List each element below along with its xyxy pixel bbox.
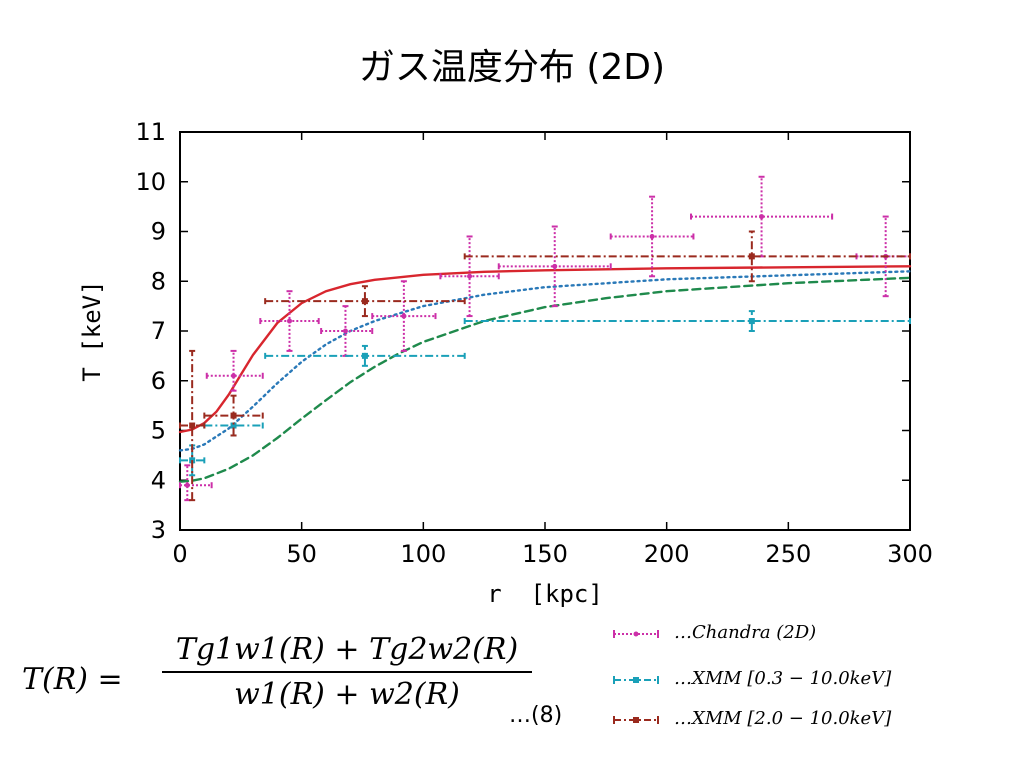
legend-swatch-xmm-soft	[613, 676, 659, 684]
data-point-series-1	[179, 464, 213, 502]
y-tick-label: 8	[151, 267, 166, 295]
plot-frame	[179, 131, 911, 531]
data-marker	[401, 313, 407, 319]
x-tick-label: 300	[887, 540, 933, 568]
y-tick-label: 9	[151, 218, 166, 246]
data-marker	[361, 298, 368, 305]
legend-item-xmm-soft: …XMM [0.3 − 10.0keV]	[612, 668, 972, 696]
legend-item-chandra: …Chandra (2D)	[612, 622, 972, 650]
data-marker	[184, 482, 190, 488]
data-marker	[230, 422, 237, 429]
data-point-series-1	[690, 175, 834, 258]
y-tick-label: 6	[151, 367, 166, 395]
data-marker	[230, 412, 237, 419]
x-tick-label: 50	[286, 540, 317, 568]
legend-swatch-chandra	[613, 630, 659, 638]
y-tick-label: 4	[151, 466, 166, 494]
data-marker	[467, 273, 473, 279]
y-tick-label: 3	[151, 516, 166, 544]
x-axis-title: r [kpc]	[487, 580, 603, 608]
data-marker	[552, 263, 558, 269]
x-tick-label: 200	[644, 540, 690, 568]
data-point-series-1	[609, 195, 695, 278]
formula-numerator: Tg1w1(R) + Tg2w2(R)	[162, 632, 532, 673]
data-marker	[231, 373, 237, 379]
legend-swatch-xmm-hard	[613, 716, 659, 724]
x-tick-label: 250	[765, 540, 811, 568]
data-marker	[361, 352, 368, 359]
y-tick-label: 5	[151, 417, 166, 445]
data-marker	[287, 318, 292, 324]
data-point-series-3	[203, 394, 264, 437]
data-point-series-3	[463, 230, 911, 283]
model-curve-2	[178, 270, 912, 452]
data-point-series-2	[463, 310, 911, 332]
x-tick-label: 150	[522, 540, 568, 568]
data-marker	[342, 328, 348, 334]
data-point-series-3	[179, 349, 206, 502]
data-point-series-2	[264, 344, 466, 367]
data-marker	[748, 318, 755, 325]
data-point-series-1	[371, 280, 437, 352]
data-marker	[649, 233, 655, 239]
y-tick-label: 11	[135, 118, 166, 146]
legend-label-xmm-soft: …XMM [0.3 − 10.0keV]	[674, 668, 892, 689]
model-curves	[178, 265, 912, 483]
y-axis-title: T [keV]	[78, 280, 106, 381]
legend-item-xmm-hard: …XMM [2.0 − 10.0keV]	[612, 708, 972, 736]
data-point-series-3	[264, 285, 466, 318]
formula-lhs: T(R) =	[22, 662, 123, 697]
equation-number: …(8)	[509, 703, 563, 728]
y-tick-label: 10	[135, 168, 166, 196]
model-curve-1	[178, 265, 912, 434]
data-point-series-1	[259, 290, 320, 352]
data-point-series-1	[205, 349, 264, 392]
model-curve-3	[178, 276, 912, 483]
data-point-series-1	[497, 225, 612, 308]
formula-denominator: w1(R) + w2(R)	[234, 677, 460, 712]
x-tick-label: 100	[400, 540, 446, 568]
axes: 0 50 100 150 200 250 300 3 4 5 6 7 8 9 10 11	[135, 118, 932, 568]
temperature-profile-chart: 0 50 100 150 200 250 300 3 4 5 6 7 8 9 10 11 r [kpc] T …	[78, 118, 933, 608]
data-marker	[748, 253, 755, 260]
data-points	[179, 175, 911, 502]
legend-label-xmm-hard: …XMM [2.0 − 10.0keV]	[674, 708, 892, 729]
y-tick-label: 7	[151, 317, 166, 345]
slide-title: ガス温度分布 (2D)	[358, 47, 666, 88]
data-marker	[189, 422, 196, 429]
data-marker	[759, 214, 765, 220]
data-point-series-1	[439, 235, 500, 318]
formula-fraction: Tg1w1(R) + Tg2w2(R) w1(R) + w2(R)	[162, 632, 532, 712]
legend-label-chandra: …Chandra (2D)	[674, 622, 817, 643]
x-tick-label: 0	[172, 540, 187, 568]
